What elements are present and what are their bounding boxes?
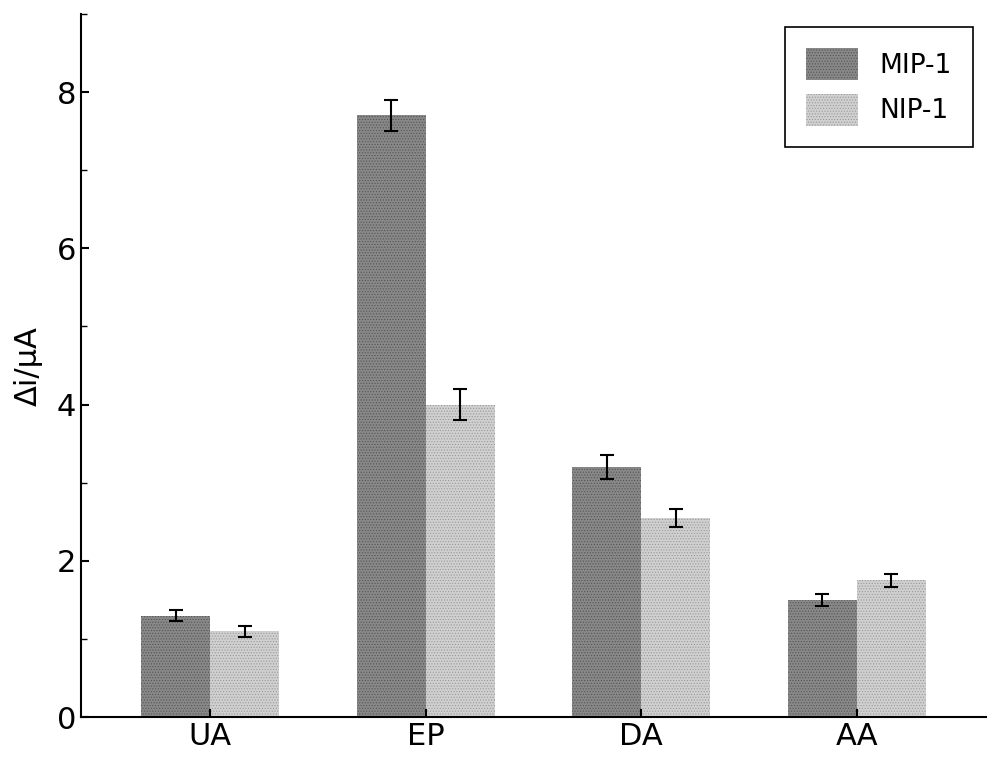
Bar [641,518,710,718]
Y-axis label: Δi/μA: Δi/μA [14,326,43,405]
Bar [788,600,857,718]
Bar [426,405,495,718]
Bar [572,467,641,718]
Bar [210,631,279,718]
Bar [141,616,210,718]
Bar [357,116,426,718]
Legend: MIP-1, NIP-1: MIP-1, NIP-1 [785,27,973,147]
Bar [857,581,926,718]
